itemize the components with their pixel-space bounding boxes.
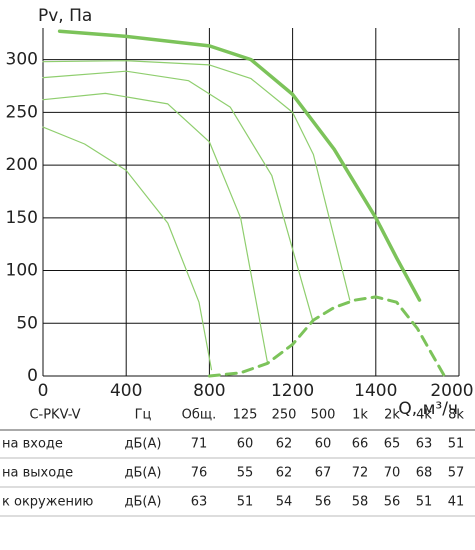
table-cell: 71	[191, 437, 208, 452]
y-tick-label: 200	[6, 155, 38, 175]
x-tick-label: 0	[38, 381, 49, 401]
y-tick-label: 50	[16, 313, 38, 333]
x-tick-label: 400	[110, 381, 142, 401]
table-cell: 60	[237, 437, 254, 452]
table-cell: на выходе	[2, 466, 73, 481]
y-tick-label: 0	[27, 366, 38, 386]
curve	[207, 295, 446, 378]
table-cell: 68	[416, 466, 433, 481]
table-cell: на входе	[2, 437, 63, 452]
table-cell: 65	[384, 437, 401, 452]
table-cell: 60	[315, 437, 332, 452]
table-cell: 41	[448, 495, 465, 510]
table-header: 1k	[352, 408, 368, 423]
table-cell: 51	[416, 495, 433, 510]
table-cell: 66	[352, 437, 369, 452]
table-cell: 55	[237, 466, 254, 481]
table-header: C-PKV-V	[29, 408, 80, 423]
table-cell: 56	[384, 495, 401, 510]
table-cell: 70	[384, 466, 401, 481]
table-cell: дБ(А)	[125, 495, 162, 510]
x-tick-label: 2000	[430, 381, 473, 401]
table-header: 8k	[448, 408, 464, 423]
table-header: 250	[272, 408, 297, 423]
curve	[42, 60, 351, 301]
curve	[42, 126, 213, 371]
table-cell: 54	[276, 495, 293, 510]
y-tick-label: 150	[6, 208, 38, 228]
y-tick-label: 250	[6, 102, 38, 122]
table-header: 2k	[384, 408, 400, 423]
table-cell: 62	[276, 437, 293, 452]
curve	[57, 29, 422, 302]
table-cell: 67	[315, 466, 332, 481]
y-axis-label: Pv, Па	[38, 6, 92, 26]
x-tick-label: 800	[193, 381, 225, 401]
table-cell: к окружению	[2, 495, 93, 510]
y-tick-label: 300	[6, 50, 38, 70]
x-tick-label: 1200	[271, 381, 314, 401]
table-cell: 51	[448, 437, 465, 452]
table-cell: 76	[191, 466, 208, 481]
table-cell: дБ(А)	[125, 437, 162, 452]
table-header: Общ.	[182, 408, 217, 423]
table-cell: 63	[191, 495, 208, 510]
table-header: Гц	[135, 408, 152, 423]
curve	[42, 70, 314, 321]
table-cell: дБ(А)	[125, 466, 162, 481]
table-cell: 57	[448, 466, 465, 481]
table-header: 500	[311, 408, 336, 423]
table-cell: 58	[352, 495, 369, 510]
table-cell: 63	[416, 437, 433, 452]
x-tick-label: 1400	[354, 381, 397, 401]
table-cell: 72	[352, 466, 369, 481]
y-tick-label: 100	[6, 261, 38, 281]
table-header: 4k	[416, 408, 432, 423]
table-cell: 62	[276, 466, 293, 481]
curve	[42, 92, 269, 364]
table-cell: 51	[237, 495, 254, 510]
table-cell: 56	[315, 495, 332, 510]
table-header: 125	[233, 408, 258, 423]
x-axis-label: Q, м³/ч	[398, 399, 458, 419]
